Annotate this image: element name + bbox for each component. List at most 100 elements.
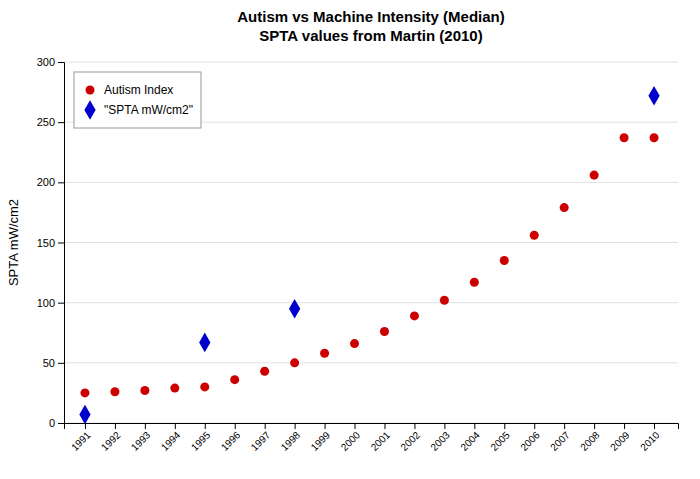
point [230, 375, 239, 384]
x-tick: 2003 [428, 423, 452, 453]
x-tick-mark [85, 423, 86, 429]
x-tick-mark [325, 423, 326, 429]
x-tick-label: 1992 [99, 429, 123, 453]
x-tick-mark [384, 423, 385, 429]
y-tick-label: 300 [37, 56, 55, 68]
point [500, 256, 509, 265]
grid-line [64, 242, 678, 243]
x-tick-mark [474, 423, 475, 429]
y-tick-label: 200 [37, 176, 55, 188]
legend-label: "SPTA mW/cm2" [104, 103, 193, 117]
y-axis-title: SPTA mW/cm2 [6, 199, 21, 286]
y-tick-label: 0 [49, 417, 55, 429]
point [110, 387, 119, 396]
x-tick-label: 2006 [518, 429, 542, 453]
grid-line [64, 362, 678, 363]
x-tick-label: 1991 [69, 429, 93, 453]
series [79, 86, 659, 423]
point [289, 299, 300, 319]
chart: 1991199219931994199519961997199819992000… [0, 0, 700, 479]
x-tick-label: 2007 [548, 429, 572, 453]
y-tick-mark [58, 62, 64, 63]
x-tick: 2005 [488, 423, 512, 453]
y-tick-mark [58, 122, 64, 123]
y-tick-label: 250 [37, 116, 55, 128]
x-axis-line [65, 424, 679, 430]
x-tick: 1997 [249, 423, 273, 453]
plot-area: 1991199219931994199519961997199819992000… [37, 56, 679, 453]
point [200, 382, 209, 391]
x-tick: 2007 [548, 423, 572, 453]
grid-line [64, 182, 678, 183]
x-tick-mark [444, 423, 445, 429]
point [380, 327, 389, 336]
point [620, 133, 629, 142]
y-tick: 150 [37, 237, 64, 249]
x-tick-mark [235, 423, 236, 429]
legend-symbol [84, 100, 95, 120]
y-axis-line [58, 63, 65, 424]
x-tick: 1993 [129, 423, 153, 453]
x-tick-label: 1998 [279, 429, 303, 453]
x-tick: 2004 [458, 423, 482, 453]
y-tick-mark [58, 363, 64, 364]
point [530, 231, 539, 240]
point [440, 296, 449, 305]
x-tick-mark [414, 423, 415, 429]
x-tick-mark [205, 423, 206, 429]
x-tick-label: 1993 [129, 429, 153, 453]
point [140, 386, 149, 395]
x-tick: 2001 [369, 423, 393, 453]
y-tick: 200 [37, 176, 64, 188]
point [320, 349, 329, 358]
y-tick: 300 [37, 56, 64, 68]
x-tick-mark [594, 423, 595, 429]
x-tick-label: 1994 [159, 429, 183, 453]
x-tick: 2008 [578, 423, 602, 453]
y-tick: 100 [37, 297, 64, 309]
x-tick: 2002 [398, 423, 422, 453]
x-tick-label: 2000 [339, 429, 363, 453]
x-tick-mark [295, 423, 296, 429]
x-tick-mark [145, 423, 146, 429]
legend-item: "SPTA mW/cm2" [84, 100, 193, 120]
x-tick: 1991 [69, 423, 93, 453]
x-tick-label: 2008 [578, 429, 602, 453]
x-tick-label: 2003 [428, 429, 452, 453]
point [260, 367, 269, 376]
x-tick-mark [265, 423, 266, 429]
x-tick-mark [504, 423, 505, 429]
y-tick-label: 150 [37, 237, 55, 249]
x-tick-label: 2004 [458, 429, 482, 453]
point [590, 171, 599, 180]
x-tick: 1992 [99, 423, 123, 453]
y-tick: 250 [37, 116, 64, 128]
legend-symbol [85, 85, 94, 94]
x-tick-mark [355, 423, 356, 429]
x-tick: 2000 [339, 423, 363, 453]
y-tick-mark [58, 303, 64, 304]
x-tick-label: 1996 [219, 429, 243, 453]
point [650, 133, 659, 142]
y-tick-mark [58, 423, 64, 424]
y-tick-mark [58, 243, 64, 244]
point [199, 333, 210, 353]
y-tick-label: 50 [43, 357, 55, 369]
y-tick-mark [58, 182, 64, 183]
x-tick-label: 2001 [369, 429, 393, 453]
x-tick-mark [624, 423, 625, 429]
x-tick-label: 1995 [189, 429, 213, 453]
x-tick-label: 1999 [309, 429, 333, 453]
x-tick-mark [175, 423, 176, 429]
x-axis: 1991199219931994199519961997199819992000… [65, 423, 679, 453]
x-tick-mark [564, 423, 565, 429]
legend-box [74, 72, 201, 128]
point [350, 339, 359, 348]
x-tick-label: 2009 [608, 429, 632, 453]
x-tick: 1998 [279, 423, 303, 453]
y-tick: 0 [49, 417, 64, 429]
x-tick: 2010 [638, 423, 662, 453]
x-tick: 1995 [189, 423, 213, 453]
grid [64, 62, 678, 423]
point [79, 405, 90, 423]
